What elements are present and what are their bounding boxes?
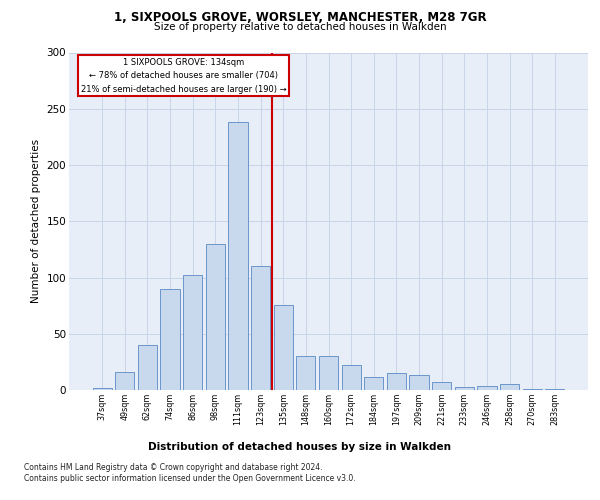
Bar [545,389,565,390]
Text: Size of property relative to detached houses in Walkden: Size of property relative to detached ho… [154,22,446,32]
Bar [500,384,519,390]
Bar [251,266,270,390]
Bar [409,376,428,390]
Bar [523,389,542,390]
Bar [115,372,134,390]
Bar [160,289,180,390]
Text: 1, SIXPOOLS GROVE, WORSLEY, MANCHESTER, M28 7GR: 1, SIXPOOLS GROVE, WORSLEY, MANCHESTER, … [113,11,487,24]
Bar [274,304,293,390]
Bar [319,356,338,390]
Bar [387,373,406,390]
Bar [183,275,202,390]
Bar [341,365,361,390]
Bar [455,386,474,390]
Text: 1 SIXPOOLS GROVE: 134sqm
← 78% of detached houses are smaller (704)
21% of semi-: 1 SIXPOOLS GROVE: 134sqm ← 78% of detach… [81,58,286,94]
Bar [432,382,451,390]
Text: Distribution of detached houses by size in Walkden: Distribution of detached houses by size … [149,442,452,452]
Text: Contains HM Land Registry data © Crown copyright and database right 2024.: Contains HM Land Registry data © Crown c… [24,462,323,471]
Bar [296,356,316,390]
Bar [364,376,383,390]
Bar [206,244,225,390]
Text: Contains public sector information licensed under the Open Government Licence v3: Contains public sector information licen… [24,474,356,483]
Y-axis label: Number of detached properties: Number of detached properties [31,139,41,304]
Bar [92,388,112,390]
Bar [138,345,157,390]
Bar [229,122,248,390]
Bar [477,386,497,390]
